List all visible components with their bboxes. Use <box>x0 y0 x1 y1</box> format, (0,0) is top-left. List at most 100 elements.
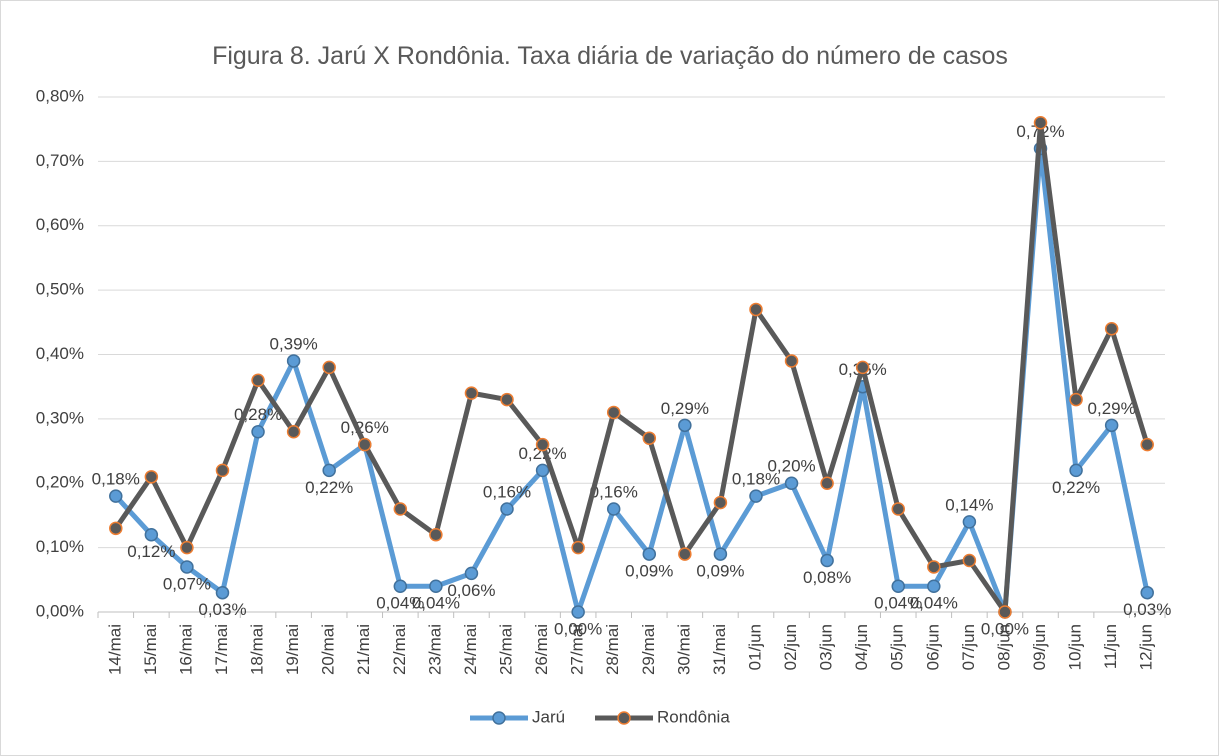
marker <box>286 425 301 439</box>
data-label: 0,08% <box>803 568 851 587</box>
data-label: 0,07% <box>163 574 211 593</box>
x-tick-label: 10/jun <box>1066 624 1085 670</box>
marker <box>927 560 941 574</box>
data-label: 0,16% <box>590 482 638 501</box>
marker <box>286 354 301 368</box>
marker <box>1140 585 1154 600</box>
marker <box>571 540 585 555</box>
marker <box>322 463 336 478</box>
marker <box>500 392 514 407</box>
x-tick-label: 23/mai <box>425 624 444 675</box>
marker <box>784 354 799 368</box>
data-label: 0,20% <box>767 457 815 476</box>
marker <box>784 476 799 490</box>
x-tick-label: 17/mai <box>212 624 231 675</box>
data-label: 0,14% <box>945 495 993 514</box>
x-tick-label: 25/mai <box>497 624 516 675</box>
x-tick-label: 26/mai <box>532 624 551 675</box>
series-line <box>113 146 1150 615</box>
marker <box>251 373 265 387</box>
marker <box>109 521 123 536</box>
series-line <box>113 120 1150 615</box>
x-tick-label: 27/mai <box>568 624 587 675</box>
data-label: 0,04% <box>910 594 958 613</box>
marker <box>820 553 834 568</box>
marker <box>500 502 514 516</box>
y-tick-label: 0,20% <box>36 473 84 492</box>
data-label: 0,18% <box>732 470 780 489</box>
x-tick-label: 02/jun <box>781 624 800 670</box>
marker <box>393 579 408 593</box>
marker <box>891 579 905 593</box>
data-label: 0,09% <box>625 562 673 581</box>
marker <box>393 502 408 516</box>
legend-marker <box>492 711 506 725</box>
data-label: 0,16% <box>483 482 531 501</box>
marker <box>464 566 479 581</box>
marker <box>535 437 550 452</box>
x-tick-label: 21/mai <box>354 624 373 675</box>
x-tick-label: 31/mai <box>710 624 729 675</box>
marker <box>642 431 657 445</box>
data-label: 0,00% <box>554 619 602 638</box>
marker <box>713 495 728 510</box>
marker <box>358 437 372 452</box>
marker <box>962 553 977 568</box>
data-label: 0,06% <box>447 581 495 600</box>
x-tick-label: 20/mai <box>319 624 338 675</box>
y-tick-label: 0,50% <box>36 280 84 299</box>
marker <box>678 418 692 433</box>
data-label: 0,29% <box>661 399 709 418</box>
marker <box>678 547 692 561</box>
x-tick-label: 15/mai <box>141 624 160 675</box>
x-tick-label: 04/jun <box>852 624 871 670</box>
x-tick-label: 24/mai <box>461 624 480 675</box>
marker <box>962 515 977 529</box>
marker <box>606 405 621 420</box>
x-tick-label: 29/mai <box>639 624 658 675</box>
x-tick-label: 16/mai <box>176 624 195 675</box>
marker <box>1069 463 1083 478</box>
marker <box>891 502 905 516</box>
marker <box>1033 116 1048 130</box>
marker <box>322 360 336 375</box>
marker <box>642 547 657 561</box>
legend-label: Rondônia <box>657 707 730 726</box>
marker <box>180 540 194 555</box>
legend-marker <box>617 711 631 725</box>
y-tick-label: 0,10% <box>36 537 84 556</box>
marker <box>855 360 870 375</box>
marker <box>215 463 230 478</box>
marker <box>606 502 621 516</box>
x-tick-label: 07/jun <box>959 624 978 670</box>
marker <box>215 585 230 600</box>
marker <box>571 605 585 619</box>
x-tick-label: 01/jun <box>745 624 764 670</box>
marker <box>1140 437 1154 452</box>
x-tick-label: 19/mai <box>283 624 302 675</box>
data-label: 0,22% <box>305 478 353 497</box>
data-label: 0,03% <box>1123 600 1171 619</box>
x-tick-label: 14/mai <box>105 624 124 675</box>
chart-title: Figura 8. Jarú X Rondônia. Taxa diária d… <box>212 42 1008 70</box>
data-label: 0,04% <box>376 594 424 613</box>
x-tick-label: 28/mai <box>603 624 622 675</box>
marker <box>464 386 479 400</box>
marker <box>749 302 763 317</box>
data-label: 0,09% <box>696 562 744 581</box>
x-tick-label: 22/mai <box>390 624 409 675</box>
x-tick-label: 12/jun <box>1137 624 1156 670</box>
marker <box>713 547 728 561</box>
x-tick-label: 18/mai <box>248 624 267 675</box>
data-label: 0,22% <box>518 444 566 463</box>
data-label: 0,04% <box>874 594 922 613</box>
marker <box>251 425 265 439</box>
data-label: 0,04% <box>412 594 460 613</box>
marker <box>109 489 123 503</box>
marker <box>429 579 443 593</box>
data-label: 0,29% <box>1088 399 1136 418</box>
marker <box>535 463 550 478</box>
y-tick-label: 0,40% <box>36 344 84 363</box>
